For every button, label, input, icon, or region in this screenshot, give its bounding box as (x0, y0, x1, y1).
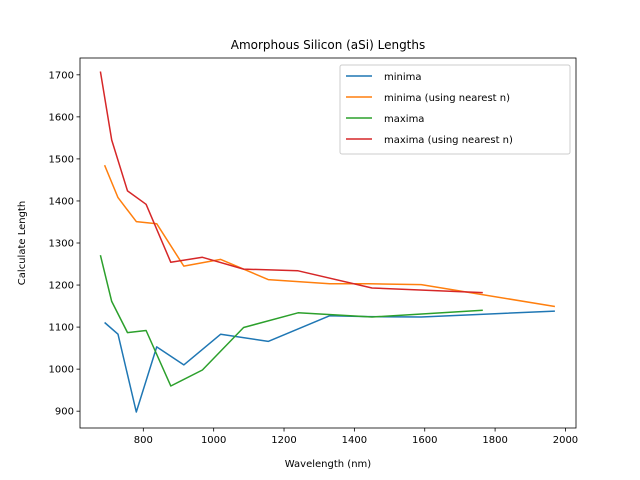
y-tick-label: 1300 (49, 239, 74, 250)
series-line-3 (99, 71, 483, 294)
y-tick-label: 1700 (49, 70, 74, 81)
x-axis-label: Wavelength (nm) (285, 459, 371, 470)
y-tick-label: 1500 (49, 154, 74, 165)
chart-title: Amorphous Silicon (aSi) Lengths (231, 38, 426, 52)
y-tick-label: 900 (55, 407, 74, 418)
series-line-1 (103, 164, 556, 308)
y-tick-label: 1200 (49, 281, 74, 292)
y-tick-label: 1100 (49, 323, 74, 334)
legend-label: maxima (using nearest n) (384, 135, 513, 146)
x-tick-label: 1600 (412, 435, 437, 446)
y-tick-label: 1000 (49, 365, 74, 376)
x-tick-label: 2000 (553, 435, 578, 446)
x-tick-label: 1400 (342, 435, 367, 446)
legend-box (339, 64, 571, 155)
legend-label: minima (using nearest n) (384, 93, 510, 104)
legend-label: maxima (384, 114, 424, 125)
legend-label: minima (384, 72, 422, 83)
y-tick-label: 1600 (49, 112, 74, 123)
y-axis-label: Calculate Length (17, 201, 28, 285)
legend: minima minima (using nearest n) maxima maxi… (339, 64, 571, 155)
series-line-0 (104, 310, 555, 413)
series-line-2 (99, 255, 483, 387)
x-tick-label: 1000 (201, 435, 226, 446)
plot-area: 800 1000 1200 1400 1600 1800 2000 900 1000 1100 12… (49, 57, 578, 446)
x-tick-label: 1200 (271, 435, 296, 446)
y-tick-label: 1400 (49, 196, 74, 207)
x-tick-label: 800 (134, 435, 153, 446)
x-tick-label: 1800 (482, 435, 507, 446)
